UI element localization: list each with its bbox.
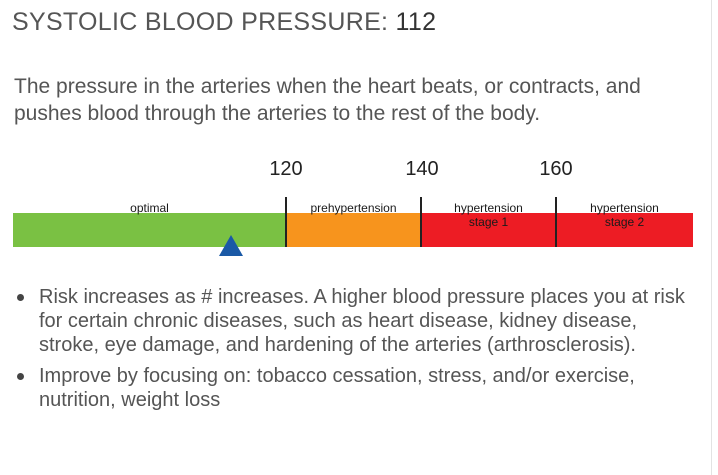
bullet-text: Risk increases as # increases. A higher …	[39, 286, 685, 356]
segment-prehypertension: prehypertension	[286, 201, 421, 247]
advice-list: Risk increases as # increases. A higher …	[14, 285, 694, 419]
pressure-value: 112	[395, 8, 437, 36]
current-value-marker	[219, 235, 243, 256]
list-item: Risk increases as # increases. A higher …	[14, 285, 694, 357]
divider-140	[420, 197, 422, 247]
pressure-scale: 120 140 160 optimal prehypertension hype…	[13, 155, 693, 265]
segment-optimal: optimal	[13, 201, 286, 247]
title-label: SYSTOLIC BLOOD PRESSURE:	[12, 8, 389, 36]
segment-hypertension-stage-1: hypertension stage 1	[421, 201, 556, 247]
bullet-icon	[17, 373, 24, 380]
page-title: SYSTOLIC BLOOD PRESSURE: 112	[12, 8, 436, 37]
scale-bar: optimal prehypertension hypertension sta…	[13, 201, 693, 247]
metric-description: The pressure in the arteries when the he…	[14, 75, 641, 125]
tick-label-160: 160	[539, 158, 573, 180]
list-item: Improve by focusing on: tobacco cessatio…	[14, 364, 694, 412]
tick-label-120: 120	[269, 158, 303, 180]
divider-120	[285, 197, 287, 247]
bullet-icon	[17, 294, 24, 301]
segment-hypertension-stage-2: hypertension stage 2	[556, 201, 693, 247]
tick-label-140: 140	[405, 158, 439, 180]
bullet-text: Improve by focusing on: tobacco cessatio…	[39, 365, 635, 411]
divider-160	[555, 197, 557, 247]
